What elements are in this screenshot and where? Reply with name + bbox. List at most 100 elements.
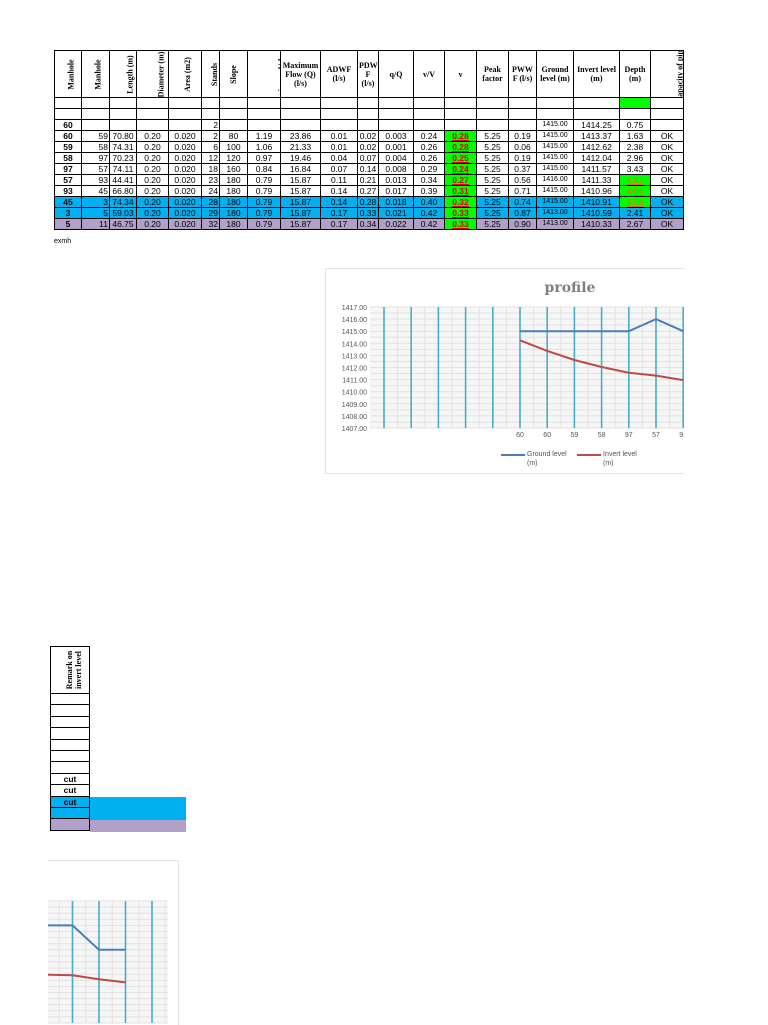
table-cell: 5.25 — [476, 174, 509, 186]
table-cell: 97 — [81, 152, 110, 164]
table-cell: 0.79 — [247, 174, 281, 186]
table-cell: 0.020 — [168, 130, 202, 142]
table-cell: 5.25 — [476, 152, 509, 164]
table-cell — [357, 119, 379, 131]
table-cell: 1414.25 — [573, 119, 620, 131]
legend-unit: (m) — [527, 460, 538, 467]
table-cell: 0.84 — [247, 163, 281, 175]
column-header: Length (m) — [109, 50, 137, 98]
table-cell: 0.013 — [378, 174, 414, 186]
table-cell: 45 — [81, 185, 110, 197]
table-cell: 180 — [219, 218, 248, 230]
table-cell: 0.28 — [357, 196, 379, 208]
table-cell — [54, 108, 82, 120]
table-cell: 180 — [219, 174, 248, 186]
remark-cell — [50, 727, 90, 740]
table-cell: 0.06 — [508, 141, 537, 153]
table-cell — [280, 119, 321, 131]
table-cell: 1416.00 — [536, 174, 574, 186]
table-cell: 0.020 — [168, 185, 202, 197]
table-cell: 15.87 — [280, 218, 321, 230]
table-cell — [378, 108, 414, 120]
table-cell: 15.87 — [280, 207, 321, 219]
table-cell: 1410.91 — [573, 196, 620, 208]
table-cell: 5 — [81, 207, 110, 219]
remark-cell: cut — [50, 772, 90, 786]
table-cell: 1412.04 — [573, 152, 620, 164]
table-cell: 180 — [219, 185, 248, 197]
table-row — [54, 108, 684, 120]
table-cell — [54, 97, 82, 109]
table-cell — [109, 119, 137, 131]
x-tick-label: 97 — [625, 432, 633, 439]
table-cell: 0.19 — [508, 130, 537, 142]
remark-cell — [50, 761, 90, 774]
table-cell: 0.17 — [320, 218, 358, 230]
table-cell — [219, 119, 248, 131]
y-tick-label: 1411.00 — [342, 378, 367, 385]
table-cell: 0.79 — [247, 196, 281, 208]
table-cell: 0.74 — [508, 196, 537, 208]
table-cell: 1411.33 — [573, 174, 620, 186]
remark-row: cut — [50, 795, 90, 808]
column-header: Manhole — [54, 50, 82, 98]
table-cell — [247, 97, 281, 109]
column-header: Invert level (m) — [573, 50, 620, 98]
remark-cell — [50, 704, 90, 717]
remark-cell — [50, 806, 90, 820]
table-cell: OK — [650, 141, 684, 153]
table-cell — [136, 119, 169, 131]
table-cell: 0.26 — [413, 141, 445, 153]
remark-header: Remark on invert level — [50, 646, 90, 694]
table-cell — [168, 97, 202, 109]
table-cell: 1415.00 — [536, 119, 574, 131]
table-cell — [536, 108, 574, 120]
table-cell: OK — [650, 207, 684, 219]
table-cell: 0.14 — [320, 185, 358, 197]
remark-row — [50, 738, 90, 751]
series-line-0 — [48, 924, 126, 951]
table-cell: 4.04 — [619, 185, 651, 197]
table-cell — [247, 108, 281, 120]
table-cell: OK — [650, 152, 684, 164]
table-cell: 0.20 — [136, 152, 169, 164]
table-cell: 70.23 — [109, 152, 137, 164]
table-cell: 58 — [81, 141, 110, 153]
table-cell: 2 — [201, 130, 220, 142]
table-cell: 93 — [54, 185, 82, 197]
table-cell: 0.07 — [320, 163, 358, 175]
table-cell: 11 — [81, 218, 110, 230]
remark-table: Remark on invert level cut cut cut — [50, 646, 90, 831]
column-header: Capacity of pipe — [650, 50, 684, 98]
table-cell: 1.63 — [619, 130, 651, 142]
table-cell: 1415.00 — [536, 196, 574, 208]
table-cell: 2.96 — [619, 152, 651, 164]
table-cell — [320, 97, 358, 109]
table-cell: 58 — [54, 152, 82, 164]
table-cell — [357, 108, 379, 120]
y-tick-label: 1408.00 — [342, 414, 367, 421]
table-cell: 1415.00 — [536, 185, 574, 197]
table-cell — [201, 108, 220, 120]
table-cell: 45 — [54, 196, 82, 208]
table-cell — [168, 108, 202, 120]
table-cell — [476, 108, 509, 120]
table-cell: 0.71 — [508, 185, 537, 197]
table-cell — [219, 108, 248, 120]
column-header: Ground level (m) — [536, 50, 574, 98]
column-header: PDW F (l/s) — [357, 50, 379, 98]
remark-row: cut — [50, 784, 90, 797]
table-cell: 0.021 — [378, 207, 414, 219]
table-cell — [168, 119, 202, 131]
table-cell — [650, 97, 684, 109]
table-cell: 2 — [201, 119, 220, 131]
table-row: 57 93 44.41 0.20 0.020 23 180 0.79 15.87 0.11 0.21… — [54, 174, 684, 186]
table-cell: 15.87 — [280, 174, 321, 186]
remark-cell — [50, 715, 90, 729]
table-cell: 0.20 — [136, 163, 169, 175]
remark-cell: cut — [50, 784, 90, 797]
table-cell — [508, 97, 537, 109]
remark-row — [50, 715, 90, 729]
table-cell: 0.04 — [320, 152, 358, 164]
table-row: 93 45 66.80 0.20 0.020 24 180 0.79 15.87 0.14 0.27… — [54, 185, 684, 197]
